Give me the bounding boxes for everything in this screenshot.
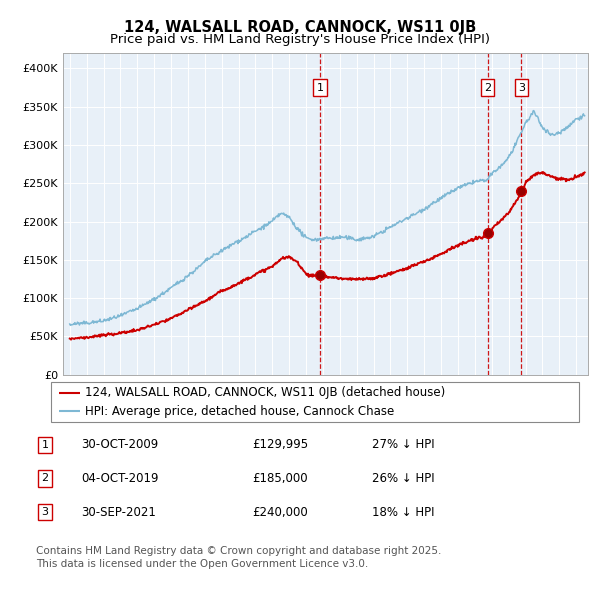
Text: 124, WALSALL ROAD, CANNOCK, WS11 0JB: 124, WALSALL ROAD, CANNOCK, WS11 0JB (124, 20, 476, 35)
Text: £185,000: £185,000 (252, 472, 308, 485)
Text: 30-SEP-2021: 30-SEP-2021 (81, 506, 156, 519)
Text: 2: 2 (41, 474, 49, 483)
Text: 1: 1 (41, 440, 49, 450)
Text: Contains HM Land Registry data © Crown copyright and database right 2025.
This d: Contains HM Land Registry data © Crown c… (36, 546, 442, 569)
Text: 04-OCT-2019: 04-OCT-2019 (81, 472, 158, 485)
Text: 124, WALSALL ROAD, CANNOCK, WS11 0JB (detached house): 124, WALSALL ROAD, CANNOCK, WS11 0JB (de… (85, 386, 446, 399)
Text: 2: 2 (484, 83, 491, 93)
Text: Price paid vs. HM Land Registry's House Price Index (HPI): Price paid vs. HM Land Registry's House … (110, 33, 490, 46)
Text: £240,000: £240,000 (252, 506, 308, 519)
Text: 27% ↓ HPI: 27% ↓ HPI (372, 438, 434, 451)
Text: 26% ↓ HPI: 26% ↓ HPI (372, 472, 434, 485)
Text: 3: 3 (518, 83, 525, 93)
Text: £129,995: £129,995 (252, 438, 308, 451)
Text: 3: 3 (41, 507, 49, 517)
Text: 30-OCT-2009: 30-OCT-2009 (81, 438, 158, 451)
Text: HPI: Average price, detached house, Cannock Chase: HPI: Average price, detached house, Cann… (85, 405, 395, 418)
FancyBboxPatch shape (51, 382, 579, 422)
Text: 18% ↓ HPI: 18% ↓ HPI (372, 506, 434, 519)
Text: 1: 1 (317, 83, 323, 93)
